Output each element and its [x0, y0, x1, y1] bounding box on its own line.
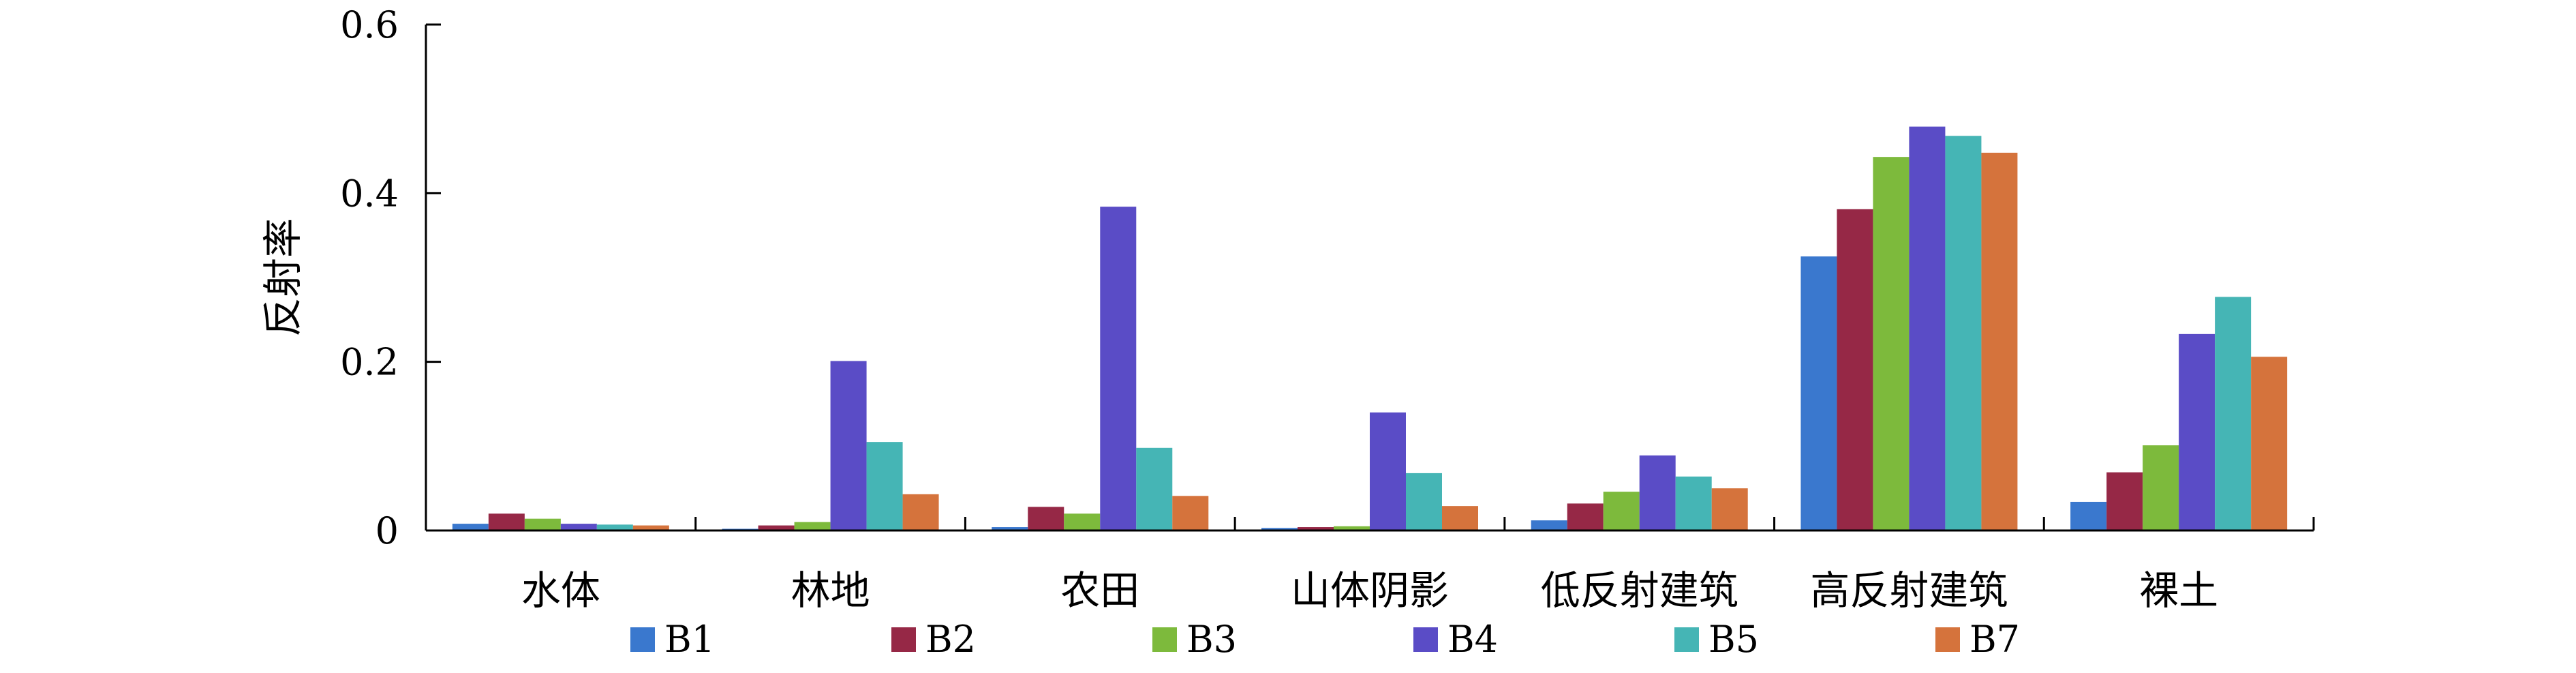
y-tick-label: 0.2: [340, 341, 399, 384]
x-axis-category-labels: 水体 林地 农田 山体阴影 低反射建筑 高反射建筑 裸土: [521, 567, 2218, 614]
bar-b1-5: [1800, 256, 1837, 530]
x-category-label: 林地: [791, 567, 870, 614]
bar-b7-4: [1711, 488, 1748, 530]
y-tick-label: 0.4: [340, 172, 399, 215]
bar-b2-6: [2106, 472, 2143, 530]
bar-b2-4: [1567, 503, 1604, 530]
bar-b5-4: [1675, 476, 1712, 530]
bar-b7-6: [2251, 357, 2288, 530]
bar-b1-3: [1261, 528, 1298, 530]
y-axis-ticks: 0 0.2 0.4 0.6: [340, 3, 441, 552]
bar-b3-2: [1064, 513, 1101, 530]
bar-b4-3: [1370, 412, 1406, 530]
y-tick-label: 0.6: [340, 3, 399, 46]
bar-b1-0: [452, 524, 489, 530]
bar-b4-4: [1639, 455, 1676, 530]
bar-b5-1: [866, 442, 903, 530]
bar-b7-3: [1442, 506, 1478, 530]
bar-b5-6: [2215, 297, 2252, 530]
legend-swatch-b1: [630, 627, 655, 652]
bar-b7-0: [632, 525, 669, 530]
x-category-label: 裸土: [2139, 567, 2218, 614]
legend-swatch-b3: [1152, 627, 1177, 652]
legend-label-b5: B5: [1708, 618, 1759, 661]
x-category-label: 高反射建筑: [1810, 567, 2008, 614]
bars: [452, 126, 2288, 531]
bar-b7-5: [1981, 152, 2018, 530]
bar-b2-0: [488, 513, 525, 530]
bar-b5-2: [1136, 447, 1173, 530]
bar-b2-5: [1837, 209, 1873, 530]
bar-b1-2: [992, 527, 1028, 530]
legend-label-b1: B1: [664, 618, 715, 661]
y-tick-label: 0: [375, 509, 399, 552]
bar-b5-3: [1406, 473, 1442, 530]
bar-b4-5: [1909, 126, 1946, 531]
bar-b7-2: [1172, 496, 1209, 530]
bar-b2-3: [1298, 527, 1334, 530]
bar-b4-1: [830, 361, 867, 530]
legend-label-b2: B2: [925, 618, 976, 661]
bar-b3-4: [1603, 492, 1640, 530]
legend-label-b4: B4: [1447, 618, 1498, 661]
x-category-label: 农田: [1060, 567, 1139, 614]
bar-b1-4: [1531, 520, 1567, 530]
bar-b3-1: [794, 522, 831, 530]
bar-b3-0: [524, 518, 561, 530]
legend-label-b3: B3: [1186, 618, 1237, 661]
legend-swatch-b2: [891, 627, 916, 652]
x-category-label: 山体阴影: [1291, 567, 1449, 614]
bar-b5-5: [1945, 136, 1982, 531]
bar-b3-3: [1334, 526, 1370, 530]
y-axis-label: 反射率: [260, 218, 306, 337]
legend-swatch-b5: [1674, 627, 1699, 652]
bar-b4-0: [560, 524, 597, 530]
bar-b1-6: [2070, 501, 2107, 530]
legend-swatch-b7: [1935, 627, 1960, 652]
bar-b2-2: [1028, 507, 1064, 530]
bar-b5-0: [596, 524, 633, 530]
x-category-label: 低反射建筑: [1541, 567, 1738, 614]
x-category-label: 水体: [521, 567, 600, 614]
bar-b3-5: [1873, 157, 1910, 530]
x-axis-ticks: [425, 517, 2315, 530]
legend-swatch-b4: [1413, 627, 1438, 652]
legend-label-b7: B7: [1969, 618, 2020, 661]
bar-b4-2: [1100, 207, 1137, 530]
bar-b7-1: [902, 494, 939, 530]
legend: B1 B2 B3 B4 B5 B7: [630, 618, 2020, 661]
bar-b2-1: [758, 525, 795, 530]
bar-b3-6: [2143, 445, 2179, 530]
bar-b4-6: [2179, 333, 2215, 530]
